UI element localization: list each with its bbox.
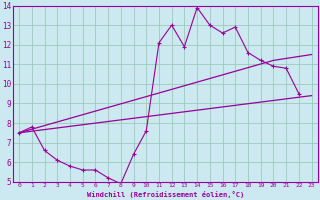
X-axis label: Windchill (Refroidissement éolien,°C): Windchill (Refroidissement éolien,°C) (87, 191, 244, 198)
